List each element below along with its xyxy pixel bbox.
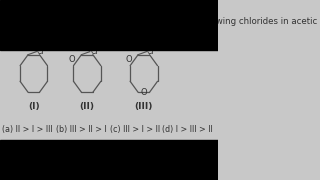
Text: (III): (III) bbox=[135, 102, 153, 111]
Text: 20.: 20. bbox=[4, 17, 18, 26]
Text: (c) III > I > II: (c) III > I > II bbox=[110, 125, 160, 134]
Text: Cl: Cl bbox=[37, 47, 44, 56]
Text: O: O bbox=[125, 55, 132, 64]
Text: (I): (I) bbox=[28, 102, 40, 111]
Bar bbox=[0, 140, 218, 180]
Text: O: O bbox=[68, 55, 75, 64]
Text: Cl: Cl bbox=[147, 47, 154, 56]
Text: (d) I > III > II: (d) I > III > II bbox=[162, 125, 213, 134]
Text: (a) II > I > III: (a) II > I > III bbox=[2, 125, 53, 134]
Text: O: O bbox=[140, 88, 147, 97]
Text: The correct order of the solvolysis for the following chlorides in acetic acid i: The correct order of the solvolysis for … bbox=[16, 17, 320, 26]
Bar bbox=[0, 0, 218, 50]
Text: Cl: Cl bbox=[90, 47, 98, 56]
Text: (II): (II) bbox=[80, 102, 95, 111]
Text: (b) III > II > I: (b) III > II > I bbox=[56, 125, 106, 134]
